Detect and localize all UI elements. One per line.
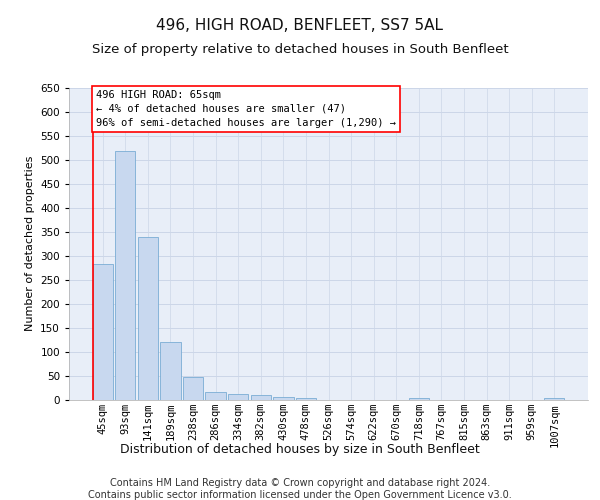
Bar <box>92 264 113 400</box>
Bar <box>115 152 136 400</box>
Bar <box>273 396 293 400</box>
Text: Contains HM Land Registry data © Crown copyright and database right 2024.: Contains HM Land Registry data © Crown c… <box>110 478 490 488</box>
Bar <box>544 398 565 400</box>
Bar <box>296 398 316 400</box>
Text: Size of property relative to detached houses in South Benfleet: Size of property relative to detached ho… <box>92 42 508 56</box>
Bar <box>251 395 271 400</box>
Bar <box>183 378 203 400</box>
Text: Contains public sector information licensed under the Open Government Licence v3: Contains public sector information licen… <box>88 490 512 500</box>
Text: 496 HIGH ROAD: 65sqm
← 4% of detached houses are smaller (47)
96% of semi-detach: 496 HIGH ROAD: 65sqm ← 4% of detached ho… <box>96 90 396 128</box>
Bar <box>205 392 226 400</box>
Bar <box>228 394 248 400</box>
Bar <box>138 236 158 400</box>
Text: Distribution of detached houses by size in South Benfleet: Distribution of detached houses by size … <box>120 442 480 456</box>
Y-axis label: Number of detached properties: Number of detached properties <box>25 156 35 332</box>
Text: 496, HIGH ROAD, BENFLEET, SS7 5AL: 496, HIGH ROAD, BENFLEET, SS7 5AL <box>157 18 443 32</box>
Bar <box>409 398 429 400</box>
Bar <box>160 342 181 400</box>
